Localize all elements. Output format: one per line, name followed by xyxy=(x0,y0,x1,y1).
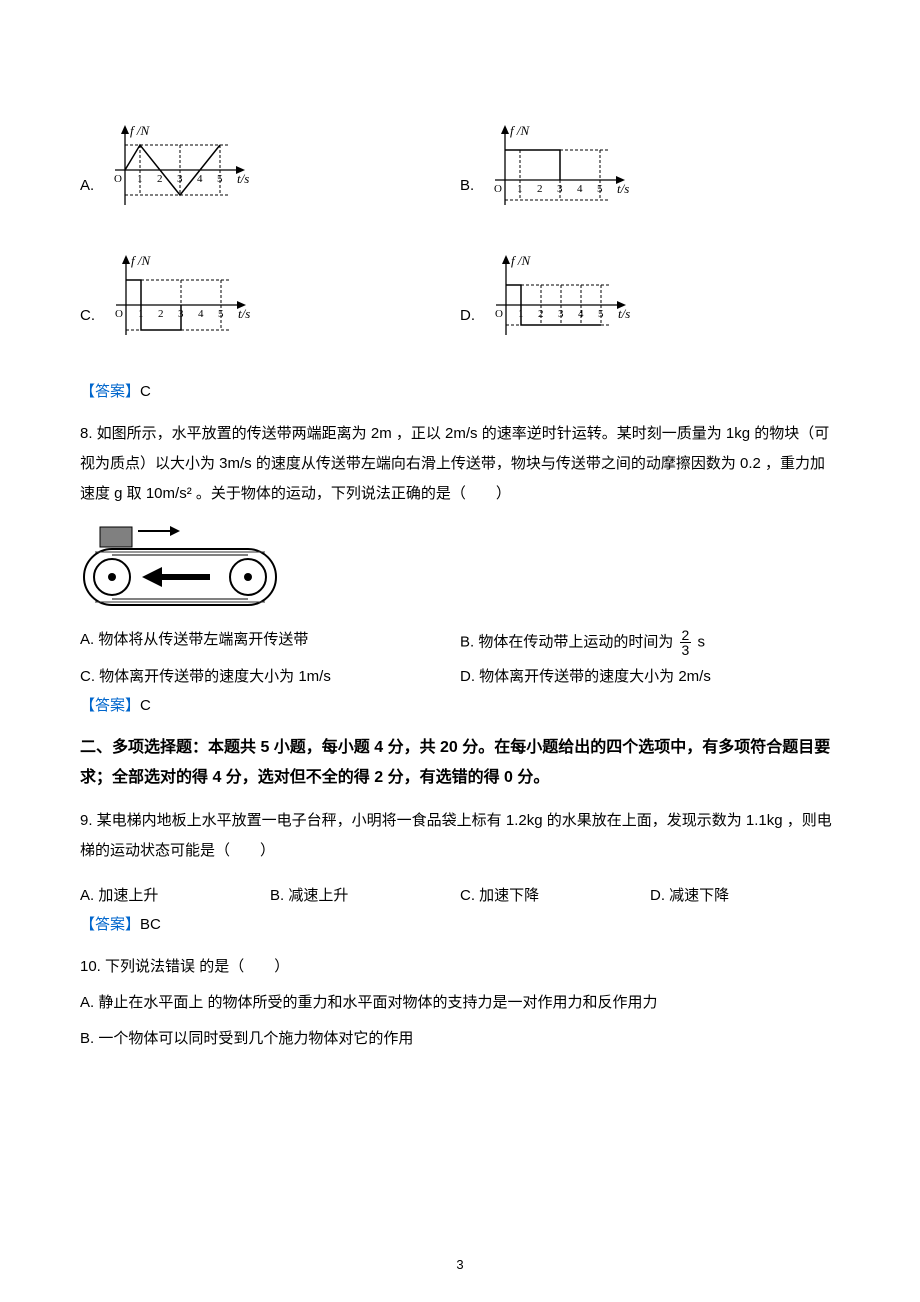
svg-text:O: O xyxy=(115,308,123,320)
answer-9: 【答案】BC xyxy=(80,913,840,934)
answer-letter: BC xyxy=(140,916,161,933)
q10-optB: B. 一个物体可以同时受到几个施力物体对它的作用 xyxy=(80,1024,840,1054)
option-A: A. f /N t/s O 1 2 3 4 5 xyxy=(80,120,460,220)
svg-text:3: 3 xyxy=(558,308,564,320)
q9-body: 某电梯内地板上水平放置一电子台秤，小明将一食品袋上标有 1.2kg 的水果放在上… xyxy=(80,812,832,859)
svg-text:O: O xyxy=(494,183,502,195)
svg-text:2: 2 xyxy=(158,308,164,320)
q10-optA: A. 静止在水平面上 的物体所受的重力和水平面对物体的支持力是一对作用力和反作用… xyxy=(80,988,840,1018)
q9-optB: B. 减速上升 xyxy=(270,884,460,905)
chart-row-2: C. f /N t/s O 1 2 3 4 5 xyxy=(80,250,840,350)
option-label-D: D. xyxy=(460,307,475,324)
svg-text:O: O xyxy=(114,173,122,185)
svg-text:f /N: f /N xyxy=(131,253,151,268)
q9-options: A. 加速上升 B. 减速上升 C. 加速下降 D. 减速下降 xyxy=(80,884,840,905)
svg-text:3: 3 xyxy=(177,173,183,185)
answer-letter: C xyxy=(140,383,151,400)
option-D: D. f /N t/s O 1 2 3 4 5 xyxy=(460,250,840,350)
q8-optC: C. 物体离开传送带的速度大小为 1m/s xyxy=(80,665,460,686)
q9-optA: A. 加速上升 xyxy=(80,884,270,905)
q8-text: 8. 如图所示，水平放置的传送带两端距离为 2m ，正以 2m/s 的速率逆时针… xyxy=(80,419,840,509)
section2-heading: 二、多项选择题：本题共 5 小题，每小题 4 分，共 20 分。在每小题给出的四… xyxy=(80,733,840,794)
chart-D: f /N t/s O 1 2 3 4 5 xyxy=(481,250,631,350)
q8-body: 如图所示，水平放置的传送带两端距离为 2m ，正以 2m/s 的速率逆时针运转。… xyxy=(80,425,829,502)
svg-text:t/s: t/s xyxy=(237,171,249,186)
q8-optD: D. 物体离开传送带的速度大小为 2m/s xyxy=(460,665,840,686)
q9-optC: C. 加速下降 xyxy=(460,884,650,905)
answer-8: 【答案】C xyxy=(80,694,840,715)
svg-text:f /N: f /N xyxy=(511,253,531,268)
q8-optB-frac: 2 3 xyxy=(680,628,692,657)
conveyor-figure xyxy=(80,519,280,614)
q8-optB-label: B. 物体在传动带上运动的时间为 xyxy=(460,633,673,650)
q10-body: 下列说法错误 的是（ ） xyxy=(101,958,289,975)
svg-text:t/s: t/s xyxy=(238,306,250,321)
answer-prefix: 【答案】 xyxy=(80,697,140,714)
svg-text:t/s: t/s xyxy=(618,306,630,321)
svg-text:4: 4 xyxy=(198,308,204,320)
answer-prefix: 【答案】 xyxy=(80,383,140,400)
answer-prefix: 【答案】 xyxy=(80,916,140,933)
q8-optB: B. 物体在传动带上运动的时间为 2 3 s xyxy=(460,628,840,657)
svg-text:2: 2 xyxy=(538,308,544,320)
q9-optD: D. 减速下降 xyxy=(650,884,840,905)
answer-7: 【答案】C xyxy=(80,380,840,401)
option-label-C: C. xyxy=(80,307,95,324)
q8-options-row1: A. 物体将从传送带左端离开传送带 B. 物体在传动带上运动的时间为 2 3 s xyxy=(80,628,840,657)
q10-text: 10. 下列说法错误 的是（ ） xyxy=(80,952,840,982)
svg-text:1: 1 xyxy=(137,173,143,185)
page-number: 3 xyxy=(0,1257,920,1272)
svg-text:1: 1 xyxy=(517,183,523,195)
option-label-A: A. xyxy=(80,177,94,194)
answer-letter: C xyxy=(140,697,151,714)
svg-text:4: 4 xyxy=(577,183,583,195)
svg-text:2: 2 xyxy=(537,183,543,195)
chart-C: f /N t/s O 1 2 3 4 5 xyxy=(101,250,251,350)
svg-text:O: O xyxy=(495,308,503,320)
svg-text:5: 5 xyxy=(597,183,603,195)
chart-row-1: A. f /N t/s O 1 2 3 4 5 xyxy=(80,120,840,220)
option-B: B. f /N t/s O 1 2 3 4 5 xyxy=(460,120,840,220)
q9-number: 9. xyxy=(80,812,93,829)
q8-options-row2: C. 物体离开传送带的速度大小为 1m/s D. 物体离开传送带的速度大小为 2… xyxy=(80,665,840,686)
q10-number: 10. xyxy=(80,958,101,975)
option-label-B: B. xyxy=(460,177,474,194)
svg-text:2: 2 xyxy=(157,173,163,185)
svg-text:5: 5 xyxy=(218,308,224,320)
option-C: C. f /N t/s O 1 2 3 4 5 xyxy=(80,250,460,350)
chart-B: f /N t/s O 1 2 3 4 5 xyxy=(480,120,630,220)
svg-text:4: 4 xyxy=(197,173,203,185)
q9-text: 9. 某电梯内地板上水平放置一电子台秤，小明将一食品袋上标有 1.2kg 的水果… xyxy=(80,806,840,866)
chart-A: f /N t/s O 1 2 3 4 5 xyxy=(100,120,250,220)
svg-text:4: 4 xyxy=(578,308,584,320)
svg-text:3: 3 xyxy=(557,183,563,195)
q8-optB-unit: s xyxy=(697,633,705,650)
q8-optA: A. 物体将从传送带左端离开传送带 xyxy=(80,628,460,657)
q8-number: 8. xyxy=(80,425,93,442)
svg-text:f /N: f /N xyxy=(510,123,530,138)
svg-text:f /N: f /N xyxy=(130,123,150,138)
svg-text:5: 5 xyxy=(598,308,604,320)
svg-text:5: 5 xyxy=(217,173,223,185)
svg-text:t/s: t/s xyxy=(617,181,629,196)
